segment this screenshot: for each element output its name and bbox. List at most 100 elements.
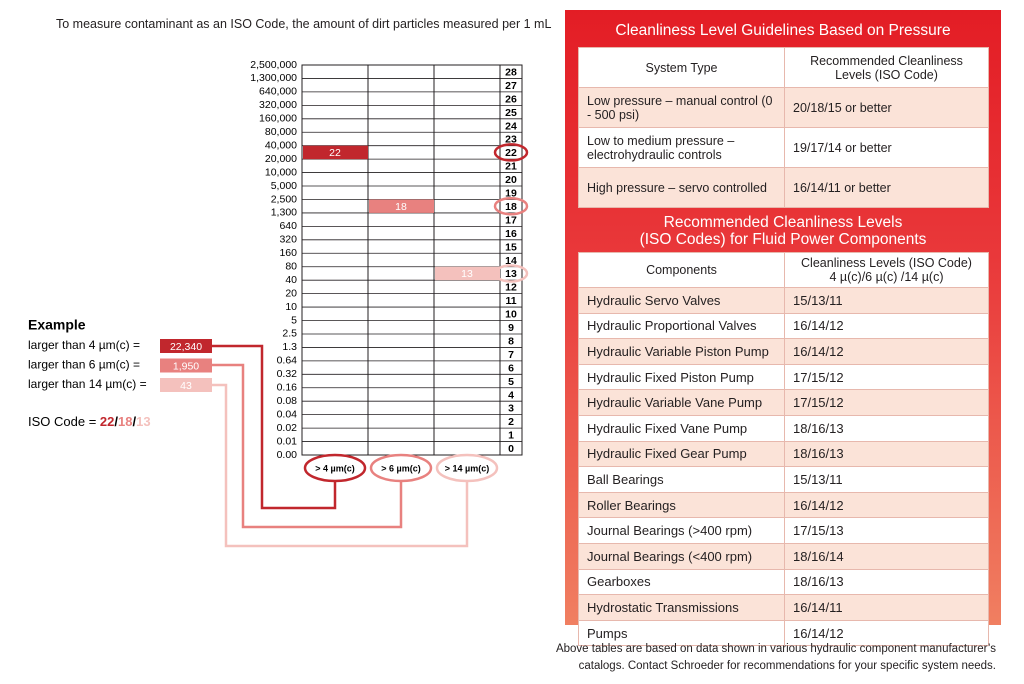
table-row: Hydrostatic Transmissions 16/14/11 — [578, 594, 989, 621]
iso-code-label: 20 — [505, 174, 517, 186]
table-row: Low to medium pressure – electrohydrauli… — [578, 127, 989, 168]
table-row: Hydraulic Proportional Valves 16/14/12 — [578, 312, 989, 340]
count-label: 0.16 — [277, 382, 298, 394]
table-cell: 17/15/13 — [784, 517, 989, 544]
connector — [212, 383, 469, 548]
table-row: Low pressure – manual control (0 - 500 p… — [578, 87, 989, 128]
footnote-line: Above tables are based on data shown in … — [555, 643, 996, 655]
table-cell: Gearboxes — [578, 568, 785, 596]
table-cell: 15/13/11 — [784, 287, 989, 314]
table-cell: Hydraulic Fixed Vane Pump — [578, 414, 785, 442]
table-row: High pressure – servo controlled 16/14/11… — [578, 167, 989, 208]
iso-code-label: 16 — [505, 228, 517, 240]
table-cell: 19/17/14 or better — [784, 127, 989, 168]
table-row: Ball Bearings 15/13/11 — [578, 466, 989, 493]
iso-code-label: 27 — [505, 80, 517, 92]
table-cell: Hydraulic Fixed Piston Pump — [578, 363, 785, 391]
iso-code-label: 0 — [508, 443, 514, 455]
table-cell: Journal Bearings (<400 rpm) — [578, 542, 785, 570]
header-line: Cleanliness Levels (ISO Code) — [801, 256, 972, 270]
table-row: Hydraulic Fixed Gear Pump 18/16/13 — [578, 440, 989, 468]
example-value: 43 — [180, 380, 192, 392]
iso-code-label: 25 — [505, 107, 517, 119]
example: Example larger than 4 µm(c) = 22,340 large… — [28, 317, 212, 392]
table-cell: High pressure – servo controlled — [578, 167, 785, 208]
iso-code-label: 5 — [508, 376, 514, 388]
table-cell: 20/18/15 or better — [784, 87, 989, 128]
iso-code-label: 26 — [505, 93, 517, 105]
header-row: Components Cleanliness Levels (ISO Code) 4… — [578, 252, 989, 288]
example-value: 22,340 — [170, 341, 202, 353]
count-label: 640 — [279, 220, 297, 232]
connector — [212, 363, 403, 529]
example-box — [160, 358, 212, 373]
iso-code-label: 8 — [508, 335, 514, 347]
count-label: 0.08 — [277, 395, 298, 407]
count-label: 0.32 — [277, 368, 298, 380]
table-cell: 16/14/12 — [784, 491, 989, 519]
count-label: 2,500 — [271, 193, 297, 205]
code-bar — [369, 199, 434, 213]
table-row: Hydraulic Variable Piston Pump 16/14/12 — [578, 338, 989, 365]
count-label: 320 — [279, 234, 297, 246]
bar-label: 13 — [461, 268, 473, 280]
table-row: Journal Bearings (<400 rpm) 18/16/14 — [578, 542, 989, 570]
count-label: 20,000 — [265, 153, 297, 165]
table-row: Hydraulic Variable Vane Pump 17/15/12 — [578, 389, 989, 416]
table-cell: Roller Bearings — [578, 491, 785, 519]
table-cell: 15/13/11 — [784, 466, 989, 493]
table-cell: Hydraulic Variable Piston Pump — [578, 338, 785, 365]
code-bar — [435, 266, 500, 281]
table-cell: Ball Bearings — [578, 466, 785, 493]
iso-code: ISO Code = 22/18/13 — [28, 414, 151, 429]
column-label: > 14 µm(c) — [445, 463, 489, 473]
count-label: 640,000 — [259, 86, 297, 98]
count-label: 0.02 — [277, 422, 298, 434]
guidelines-panel: Cleanliness Level Guidelines Based on Pr… — [565, 10, 1001, 647]
table-cell: Journal Bearings (>400 rpm) — [578, 517, 785, 544]
iso-code-label: 21 — [505, 161, 517, 173]
table-cell: 18/16/14 — [784, 542, 989, 570]
bar-label: 18 — [395, 201, 407, 213]
table-cell: 18/16/13 — [784, 414, 989, 442]
count-label: 10,000 — [265, 166, 297, 178]
header-cell: Recommended Cleanliness Levels (ISO Code… — [784, 47, 989, 88]
footnote-line: catalogs. Contact Schroeder for recommen… — [578, 660, 996, 672]
example-label: larger than 4 µm(c) = — [28, 338, 140, 352]
count-label: 80 — [285, 261, 297, 273]
iso-code-label: 2 — [508, 416, 514, 428]
header-line: 4 µ(c)/6 µ(c) /14 µ(c) — [829, 270, 944, 284]
count-label: 2.5 — [282, 328, 297, 340]
table-cell: Pumps — [578, 619, 785, 647]
iso-diagram: 2,500,0001,300,000640,000320,000160,0008… — [28, 59, 529, 548]
iso-code-label: 1 — [508, 430, 514, 442]
iso-code-label: 15 — [505, 241, 517, 253]
panel-title: Recommended Cleanliness Levels (ISO Code… — [565, 214, 1001, 248]
code-circle — [493, 143, 529, 162]
header-cell: System Type — [578, 47, 785, 88]
example-label: larger than 14 µm(c) = — [28, 377, 147, 391]
count-label: 160,000 — [259, 113, 297, 125]
iso-code-label: 23 — [505, 134, 517, 146]
iso-code-label: 4 — [508, 389, 514, 401]
count-label: 160 — [279, 247, 297, 259]
count-label: 0.00 — [277, 449, 298, 461]
iso-code-part: 13 — [136, 414, 150, 429]
example-title: Example — [28, 317, 86, 333]
example-box — [160, 378, 212, 392]
header-row: System Type Recommended Cleanliness Level… — [578, 47, 989, 88]
table-cell: 16/14/11 or better — [784, 167, 989, 208]
table-cell: 18/16/13 — [784, 440, 989, 468]
table-cell: Hydraulic Fixed Gear Pump — [578, 440, 785, 468]
footnote: Above tables are based on data shown in … — [556, 641, 996, 675]
table-cell: Low pressure – manual control (0 - 500 p… — [578, 87, 785, 128]
connector — [212, 344, 337, 510]
count-label: 80,000 — [265, 126, 297, 138]
table-row: Hydraulic Servo Valves 15/13/11 — [578, 287, 989, 314]
table-cell: Low to medium pressure – electrohydrauli… — [578, 127, 785, 168]
iso-code-label: 19 — [505, 188, 517, 200]
count-label: 0.01 — [277, 435, 298, 447]
iso-code-label: 17 — [505, 214, 517, 226]
table-cell: Hydraulic Servo Valves — [578, 287, 785, 314]
